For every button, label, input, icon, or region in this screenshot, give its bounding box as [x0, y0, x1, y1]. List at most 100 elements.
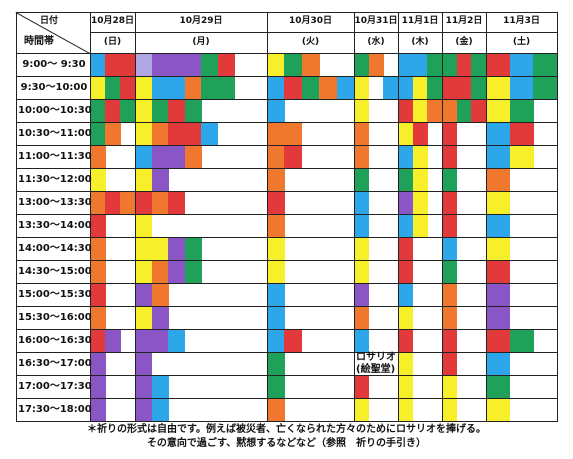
prayer-cell: [201, 122, 218, 146]
grid-hline: [16, 99, 557, 100]
grid-vline: [398, 12, 399, 422]
prayer-cell: [398, 329, 414, 353]
rosary-note-line2: (絵聖堂): [356, 364, 396, 375]
prayer-cell: [184, 260, 202, 284]
prayer-cell: [267, 352, 285, 376]
prayer-cell: [336, 76, 355, 100]
prayer-cell: [354, 329, 370, 353]
prayer-cell: [412, 214, 428, 238]
prayer-cell: [398, 237, 414, 261]
prayer-cell: [201, 76, 218, 100]
corner-timeslot-label: 時間帯: [24, 36, 54, 47]
prayer-cell: [509, 76, 534, 100]
time-slot-label: 17:30～18:00: [18, 403, 92, 415]
prayer-cell: [105, 122, 121, 146]
day-weekday: (日): [103, 37, 122, 47]
prayer-cell: [90, 398, 106, 422]
prayer-cell: [398, 214, 414, 238]
prayer-cell: [90, 214, 106, 238]
prayer-cell: [442, 237, 458, 261]
prayer-cell: [383, 76, 399, 100]
prayer-cell: [90, 375, 106, 399]
prayer-cell: [120, 76, 136, 100]
prayer-cell: [509, 99, 534, 123]
prayer-cell: [442, 398, 458, 422]
prayer-cell: [105, 191, 121, 215]
prayer-cell: [398, 375, 414, 399]
prayer-cell: [267, 76, 285, 100]
time-slot-label: 17:00～17:30: [18, 380, 92, 392]
day-weekday: (木): [411, 37, 429, 47]
prayer-cell: [398, 398, 414, 422]
time-slot-label: 14:30～15:00: [18, 265, 92, 277]
prayer-cell: [217, 76, 235, 100]
prayer-cell: [319, 76, 338, 100]
prayer-cell: [427, 99, 443, 123]
prayer-cell: [135, 76, 152, 100]
prayer-cell: [135, 145, 152, 169]
day-date: 11月1日: [401, 16, 439, 26]
prayer-cell: [486, 145, 511, 169]
grid-hline: [16, 306, 557, 307]
prayer-cell: [135, 352, 152, 376]
prayer-cell: [442, 76, 458, 100]
prayer-cell: [267, 214, 285, 238]
prayer-cell: [135, 260, 152, 284]
prayer-cell: [442, 260, 458, 284]
prayer-cell: [486, 283, 511, 307]
prayer-cell: [486, 237, 511, 261]
prayer-cell: [135, 398, 152, 422]
grid-hline: [16, 375, 557, 376]
prayer-cell: [486, 329, 511, 353]
prayer-cell: [456, 76, 472, 100]
prayer-cell: [151, 76, 169, 100]
prayer-cell: [201, 53, 218, 77]
prayer-cell: [135, 191, 152, 215]
prayer-cell: [267, 260, 285, 284]
prayer-cell: [267, 122, 285, 146]
prayer-cell: [301, 76, 320, 100]
prayer-cell: [151, 283, 169, 307]
prayer-cell: [151, 99, 169, 123]
grid-hline: [16, 329, 557, 330]
prayer-cell: [354, 191, 370, 215]
grid-hline: [16, 352, 557, 353]
prayer-cell: [105, 53, 121, 77]
prayer-cell: [284, 76, 303, 100]
prayer-cell: [284, 53, 303, 77]
day-weekday: (月): [192, 37, 210, 47]
prayer-cell: [442, 375, 458, 399]
prayer-cell: [354, 99, 370, 123]
prayer-cell: [412, 145, 428, 169]
prayer-cell: [412, 168, 428, 192]
prayer-cell: [471, 53, 487, 77]
prayer-cell: [412, 122, 428, 146]
prayer-cell: [90, 352, 106, 376]
prayer-cell: [533, 76, 558, 100]
time-slot-label: 13:30～14:00: [18, 219, 92, 231]
prayer-cell: [412, 53, 428, 77]
prayer-cell: [509, 145, 534, 169]
grid-vline: [90, 12, 91, 422]
prayer-cell: [151, 145, 169, 169]
prayer-cell: [354, 283, 370, 307]
prayer-cell: [184, 237, 202, 261]
prayer-cell: [509, 53, 534, 77]
prayer-cell: [120, 191, 136, 215]
prayer-cell: [398, 99, 414, 123]
prayer-cell: [267, 191, 285, 215]
prayer-cell: [354, 53, 370, 77]
prayer-cell: [267, 237, 285, 261]
prayer-cell: [168, 122, 185, 146]
prayer-cell: [442, 283, 458, 307]
grid-vline: [354, 12, 355, 422]
prayer-cell: [456, 99, 472, 123]
prayer-cell: [486, 76, 511, 100]
time-slot-label: 11:30～12:00: [18, 173, 92, 185]
day-date: 10月29日: [179, 16, 223, 26]
prayer-cell: [135, 306, 152, 330]
prayer-cell: [168, 53, 185, 77]
prayer-cell: [90, 260, 106, 284]
grid-hline: [16, 398, 557, 399]
prayer-cell: [135, 375, 152, 399]
